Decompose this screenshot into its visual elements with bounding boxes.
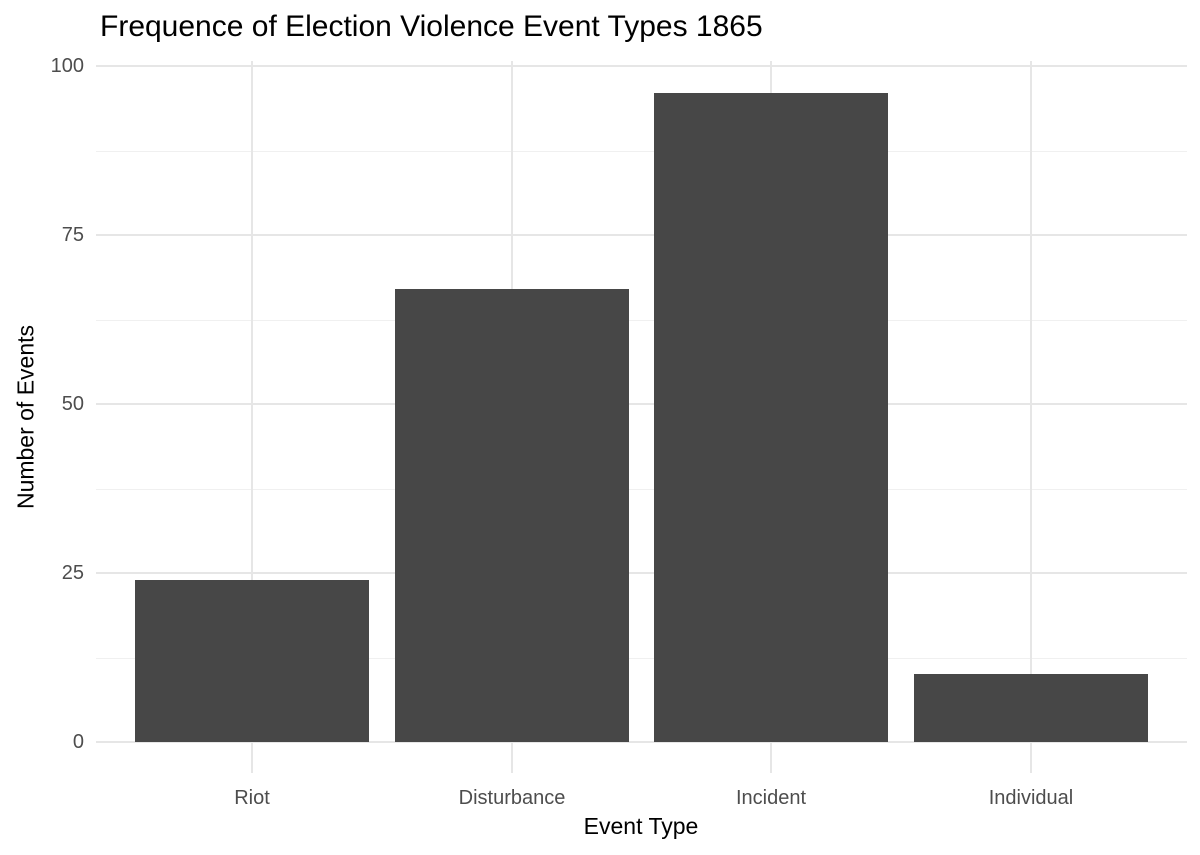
bar-disturbance — [395, 289, 629, 742]
y-tick-label-0: 0 — [72, 731, 84, 753]
y-tick-label-25: 25 — [61, 562, 84, 584]
gridline-major-y-50 — [96, 403, 1187, 405]
y-tick-label-100: 100 — [50, 55, 84, 77]
y-axis-title: Number of Events — [12, 324, 39, 510]
x-tick-label-disturbance: Disturbance — [458, 787, 566, 809]
gridline-major-y-100 — [96, 65, 1187, 67]
x-tick-label-incident: Incident — [735, 787, 807, 809]
gridline-minor-y-62.5 — [96, 320, 1187, 321]
chart-title: Frequence of Election Violence Event Typ… — [100, 10, 763, 43]
bar-riot — [135, 580, 369, 742]
x-tick-label-riot: Riot — [234, 787, 270, 809]
gridline-x-individual — [1030, 61, 1032, 773]
bar-individual — [914, 674, 1148, 742]
gridline-minor-y-12.5 — [96, 658, 1187, 659]
gridline-major-y-25 — [96, 572, 1187, 574]
gridline-major-y-0 — [96, 741, 1187, 743]
y-tick-label-75: 75 — [61, 224, 84, 246]
gridline-major-y-75 — [96, 234, 1187, 236]
gridline-x-riot — [251, 61, 253, 773]
bar-incident — [654, 93, 888, 742]
x-axis-title: Event Type — [583, 813, 699, 839]
y-tick-label-50: 50 — [61, 393, 84, 415]
gridline-minor-y-37.5 — [96, 489, 1187, 490]
gridline-minor-y-87.5 — [96, 151, 1187, 152]
x-tick-label-individual: Individual — [988, 787, 1074, 809]
